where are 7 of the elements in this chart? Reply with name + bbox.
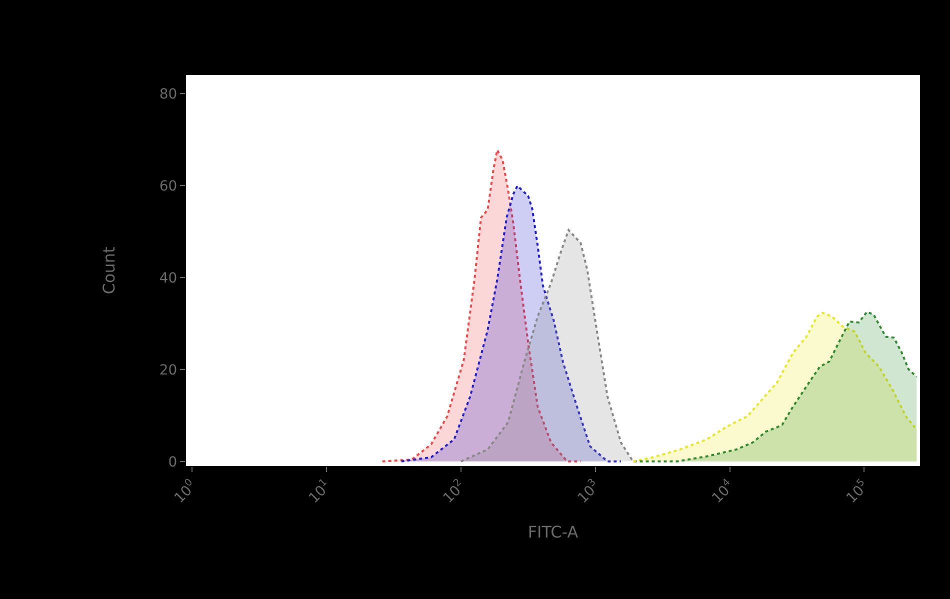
y-axis-title: Count (99, 246, 118, 294)
y-tick-label: 0 (168, 454, 178, 470)
y-tick-label: 40 (159, 270, 178, 286)
x-axis-title: FITC-A (528, 522, 578, 542)
y-tick-label: 20 (159, 362, 178, 378)
y-tick-label: 60 (159, 178, 178, 194)
y-tick-label: 80 (159, 86, 178, 102)
